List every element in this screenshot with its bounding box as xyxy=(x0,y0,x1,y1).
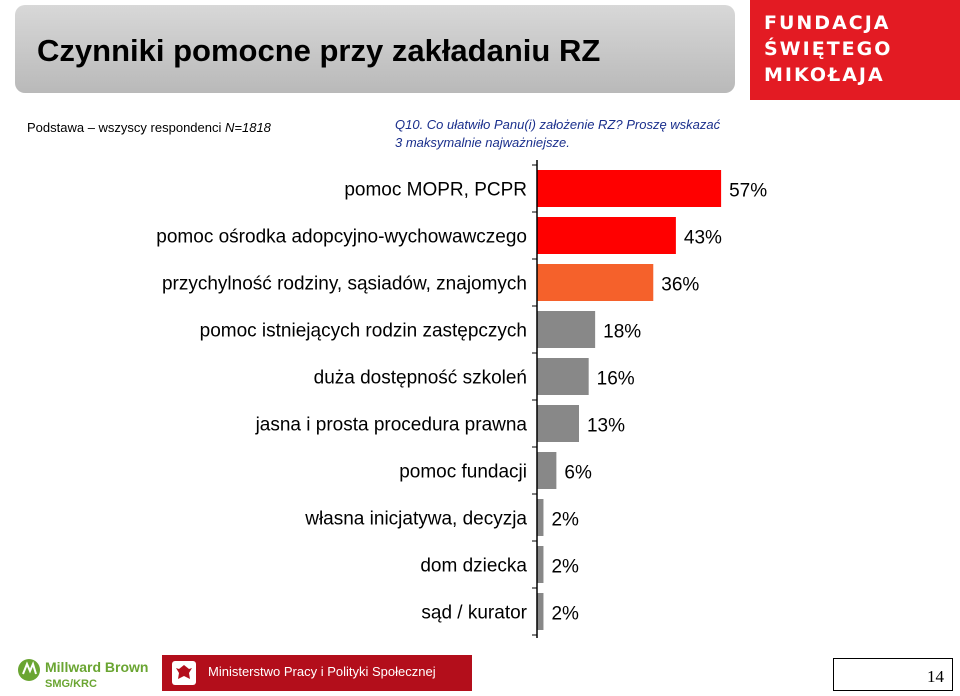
ministry-name: Ministerstwo Pracy i Polityki Społecznej xyxy=(208,664,436,679)
category-label: dom dziecka xyxy=(420,556,527,577)
category-label: duża dostępność szkoleń xyxy=(314,368,527,389)
title-banner: Czynniki pomocne przy zakładaniu RZ xyxy=(15,5,735,93)
category-label: pomoc istniejących rodzin zastępczych xyxy=(200,321,527,342)
bar xyxy=(537,264,654,301)
page-title: Czynniki pomocne przy zakładaniu RZ xyxy=(37,33,601,68)
logo-line-1: FUNDACJA xyxy=(764,12,891,34)
data-label: 6% xyxy=(564,463,592,484)
bar xyxy=(537,452,557,489)
millward-brown-logo: Millward Brown SMG/KRC xyxy=(15,655,155,691)
bar xyxy=(537,546,544,583)
category-label: własna inicjatywa, decyzja xyxy=(304,509,527,530)
bar xyxy=(537,170,722,207)
bar xyxy=(537,217,676,254)
category-label: jasna i prosta procedura prawna xyxy=(255,415,528,436)
base-note: Podstawa – wszyscy respondenci N=1818 xyxy=(27,120,271,135)
eagle-emblem-icon xyxy=(172,661,196,685)
bar xyxy=(537,358,589,395)
question-line-1: Q10. Co ułatwiło Panu(i) założenie RZ? P… xyxy=(395,117,721,132)
bar xyxy=(537,405,579,442)
data-label: 2% xyxy=(551,510,579,531)
data-label: 43% xyxy=(684,228,722,249)
bar xyxy=(537,311,596,348)
bar xyxy=(537,499,544,536)
question-text: Q10. Co ułatwiło Panu(i) założenie RZ? P… xyxy=(395,116,720,152)
data-label: 16% xyxy=(597,369,635,390)
page-number-box: 14 xyxy=(833,658,953,691)
category-label: przychylność rodziny, sąsiadów, znajomyc… xyxy=(162,274,527,295)
logo-line-3: MIKOŁAJA xyxy=(764,64,885,86)
data-label: 2% xyxy=(551,557,579,578)
base-n: N=1818 xyxy=(225,120,271,135)
logo-line-2: ŚWIĘTEGO xyxy=(764,38,893,60)
category-label: pomoc fundacji xyxy=(399,462,527,483)
mb-brand-top: Millward Brown xyxy=(45,659,148,675)
data-label: 18% xyxy=(603,322,641,343)
data-label: 13% xyxy=(587,416,625,437)
base-label: Podstawa – wszyscy respondenci xyxy=(27,120,222,135)
data-label: 57% xyxy=(729,181,767,202)
category-label: pomoc MOPR, PCPR xyxy=(344,180,527,201)
data-label: 36% xyxy=(661,275,699,296)
category-label: sąd / kurator xyxy=(421,603,527,624)
mb-brand-bottom: SMG/KRC xyxy=(45,678,97,690)
foundation-logo: FUNDACJA ŚWIĘTEGO MIKOŁAJA xyxy=(750,0,960,100)
bar xyxy=(537,593,544,630)
page-number: 14 xyxy=(927,667,944,686)
category-label: pomoc ośrodka adopcyjno-wychowawczego xyxy=(156,227,527,248)
data-label: 2% xyxy=(551,604,579,625)
ministry-banner: Ministerstwo Pracy i Polityki Społecznej xyxy=(162,655,472,691)
question-line-2: 3 maksymalnie najważniejsze. xyxy=(395,135,570,150)
